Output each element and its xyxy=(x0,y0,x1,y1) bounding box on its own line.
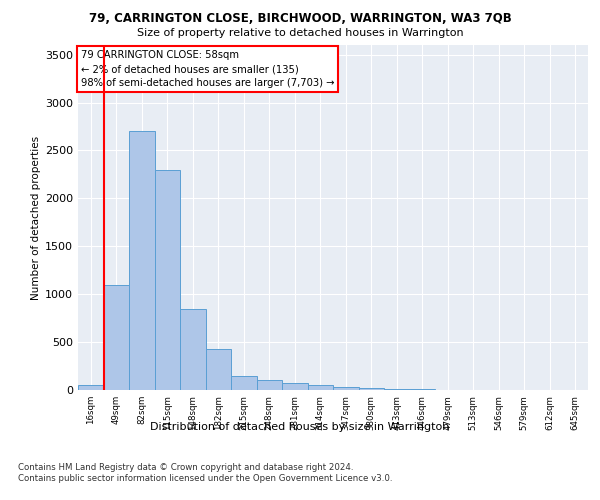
Text: Distribution of detached houses by size in Warrington: Distribution of detached houses by size … xyxy=(151,422,449,432)
Text: Contains HM Land Registry data © Crown copyright and database right 2024.: Contains HM Land Registry data © Crown c… xyxy=(18,462,353,471)
Bar xyxy=(155,170,180,390)
Text: Size of property relative to detached houses in Warrington: Size of property relative to detached ho… xyxy=(137,28,463,38)
Text: 79 CARRINGTON CLOSE: 58sqm
← 2% of detached houses are smaller (135)
98% of semi: 79 CARRINGTON CLOSE: 58sqm ← 2% of detac… xyxy=(80,50,334,88)
Bar xyxy=(384,388,409,390)
Text: 79, CARRINGTON CLOSE, BIRCHWOOD, WARRINGTON, WA3 7QB: 79, CARRINGTON CLOSE, BIRCHWOOD, WARRING… xyxy=(89,12,511,26)
Bar xyxy=(308,385,333,390)
Bar xyxy=(333,387,359,390)
Bar xyxy=(129,132,155,390)
Y-axis label: Number of detached properties: Number of detached properties xyxy=(31,136,41,300)
Bar xyxy=(359,388,384,390)
Text: Contains public sector information licensed under the Open Government Licence v3: Contains public sector information licen… xyxy=(18,474,392,483)
Bar xyxy=(180,308,205,390)
Bar xyxy=(104,284,129,390)
Bar xyxy=(231,376,257,390)
Bar xyxy=(205,349,231,390)
Bar xyxy=(409,389,435,390)
Bar xyxy=(78,385,104,390)
Bar xyxy=(257,380,282,390)
Bar xyxy=(282,383,308,390)
